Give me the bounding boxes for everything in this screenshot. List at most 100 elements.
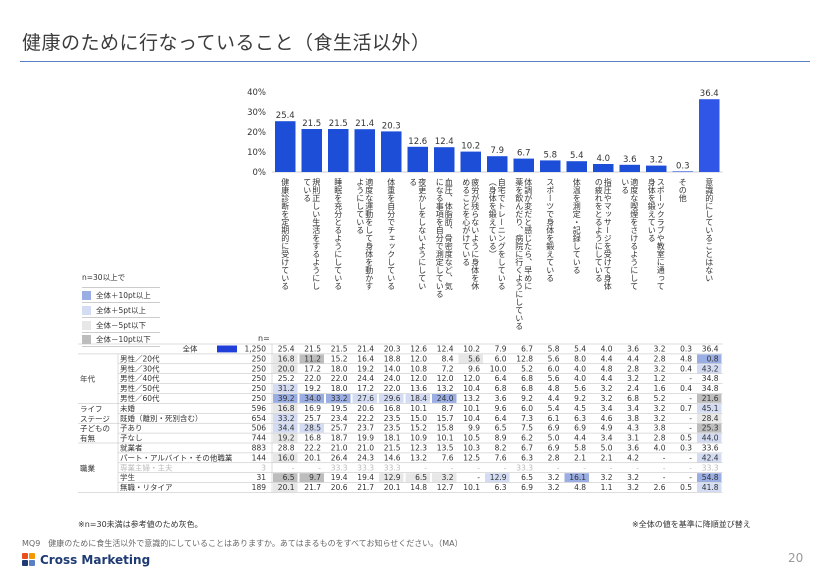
table-n-value: 250 [252,384,267,393]
logo-icon [22,553,36,567]
table-row-label: 男性／40代 [120,373,160,383]
table-cell-value: 21.5 [384,444,401,453]
table-cell-value: 16.8 [278,404,295,413]
table-cell-value: 8.0 [574,354,586,363]
bar-value-label: 21.5 [302,119,321,129]
table-cell-highlight [697,354,722,364]
table-cell-value: 19.2 [357,364,374,373]
table-row-label: 未婚 [120,403,135,413]
table-cell-value: 5.6 [548,374,560,383]
table-cell-value: 20.0 [278,364,295,373]
table-cell-value: 4.8 [548,384,560,393]
table-cell-highlight [273,423,298,433]
table-cell-value: 41.8 [702,483,719,492]
table-cell-value: 44.0 [702,434,719,443]
table-cell-value: 16.8 [384,404,401,413]
table-cell-value: - [689,394,692,403]
legend-swatch-minus10 [82,335,91,344]
table-cell-value: 23.7 [357,424,374,433]
table-n-value: 250 [252,394,267,403]
table-cell-value: 4.4 [627,354,639,363]
legend: n=30以上で 全体＋10pt以上 全体＋5pt以上 全体－5pt以下 全体－1… [82,272,160,347]
table-cell-value: 24.3 [357,453,374,462]
table-cell-value: 5.0 [601,444,613,453]
table-cell-value: 3.4 [601,404,613,413]
table-cell-value: 12.7 [437,483,454,492]
table-cell-value: 12.9 [384,473,401,482]
question-footnote: MQ9 健康のために食生活以外で意識的にしていることはありますか。あてはまるもの… [22,539,463,548]
bar [699,99,720,172]
table-cell-value: 3.8 [627,414,639,423]
table-cell-value: - [689,374,692,383]
table-cell-value: - [557,463,560,472]
table-cell-value: 10.8 [410,364,427,373]
bar-value-label: 7.9 [490,146,504,156]
table-cell-value: 22.0 [304,374,321,383]
table-cell-value: - [583,463,586,472]
category-label: 夜更かしをしないようにしてい [418,177,427,290]
table-cell-value: - [318,463,321,472]
category-label: スポーツで身体を鍛えている [546,178,555,282]
logo-text: Cross Marketing [40,553,151,567]
table-cell-value: 7.9 [495,345,507,354]
table-cell-highlight [697,453,722,463]
table-cell-value: 4.0 [574,364,586,373]
table-cell-value: 3.2 [654,414,666,423]
table-cell-value: 10.1 [410,404,427,413]
table-cell-value: 33.2 [278,414,295,423]
table-cell-highlight [379,394,404,403]
category-label: めることを心がけている [462,178,471,266]
table-cell-value: 13.2 [437,384,454,393]
table-cell-highlight [273,413,298,423]
table-n-value: 144 [252,453,267,462]
table-cell-value: - [610,463,613,472]
table-cell-value: - [636,463,639,472]
table-cell-value: 33.3 [516,463,533,472]
table-cell-highlight [273,433,298,443]
table-cell-value: 33.6 [702,444,719,453]
table-cell-highlight [273,364,298,374]
table-cell-value: 2.1 [601,453,613,462]
table-cell-value: 3.2 [601,473,613,482]
table-cell-value: 10.9 [410,434,427,443]
table-cell-value: - [663,463,666,472]
bar-value-label: 20.3 [382,121,401,131]
table-cell-value: 3.2 [627,473,639,482]
category-label: いる [621,178,630,194]
table-cell-highlight [273,483,298,492]
table-cell-value: 2.8 [654,354,666,363]
table-cell-value: 34.8 [702,374,719,383]
table-cell-value: 3.2 [601,384,613,393]
table-cell-value: 20.6 [331,483,348,492]
table-cell-value: 18.0 [331,364,348,373]
bar [407,146,428,172]
table-cell-value: 25.2 [278,374,295,383]
bar-value-label: 0.3 [676,161,690,171]
note-sort: ※全体の値を基準に降順並び替え [632,520,751,529]
table-cell-value: 5.6 [548,354,560,363]
group-label: 年代 [80,374,95,384]
table-cell-value: 31.2 [278,384,295,393]
table-cell-value: 25.7 [331,424,348,433]
table-cell-value: 6.7 [521,345,533,354]
table-row-label: 男性／30代 [120,363,160,373]
table-cell-value: 23.5 [384,424,401,433]
category-label: （身体を鍛えている） [488,178,497,258]
title-divider [20,61,810,62]
table-cell-value: 4.4 [574,434,586,443]
table-cell-value: - [689,414,692,423]
table-cell-value: 6.9 [548,444,560,453]
table-cell-value: 5.2 [654,394,666,403]
y-tick-label: 40% [247,88,266,98]
table-cell-value: 18.7 [331,434,348,443]
table-cell-value: 34.0 [304,394,321,403]
table-cell-value: 22.2 [357,414,374,423]
table-cell-value: 10.0 [490,364,507,373]
table-cell-value: 21.7 [357,483,374,492]
category-label: スポーツクラブや教室に通って [656,178,665,290]
table-cell-value: 15.2 [410,424,427,433]
table-cell-value: 3.2 [442,473,454,482]
table-cell-value: 3.2 [654,345,666,354]
table-cell-value: 20.1 [384,483,401,492]
legend-title: n=30以上で [82,273,126,282]
